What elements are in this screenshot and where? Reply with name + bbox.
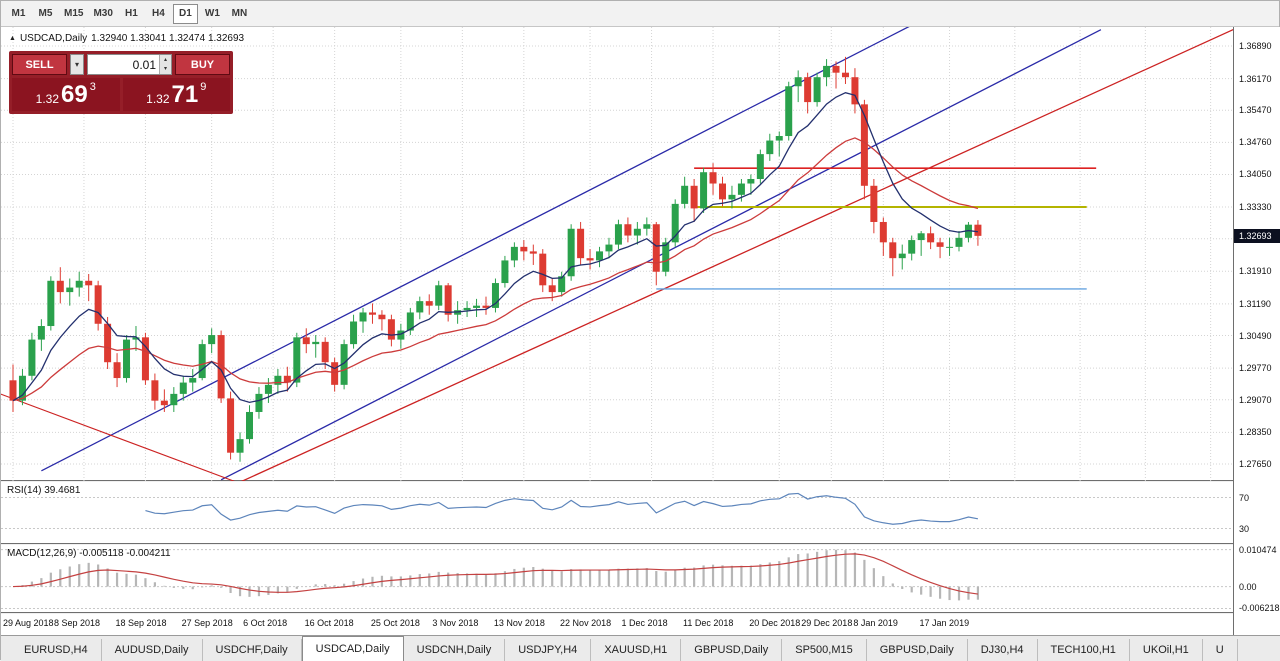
timeframe-button-mn[interactable]: MN [231, 8, 248, 19]
buy-price-main: 71 [171, 80, 199, 108]
sell-button[interactable]: SELL [12, 54, 67, 75]
chart-tab-audusd-daily[interactable]: AUDUSD,Daily [102, 639, 203, 661]
sell-price-display[interactable]: 1.32 69 3 [12, 78, 120, 111]
timeframe-button-m15[interactable]: M15 [64, 8, 84, 19]
price-axis-label: 1.31190 [1239, 298, 1271, 309]
date-axis-label: 22 Nov 2018 [560, 618, 612, 628]
rsi-label: RSI(14) 39.4681 [7, 485, 81, 496]
timeframe-button-m1[interactable]: M1 [11, 8, 26, 19]
date-axis-label: 29 Aug 2018 [3, 618, 54, 628]
chart-tab-usdcad-daily[interactable]: USDCAD,Daily [301, 636, 404, 661]
rsi-axis-label: 70 [1239, 492, 1250, 503]
timeframe-button-d1[interactable]: D1 [172, 3, 198, 24]
date-axis-label: 13 Nov 2018 [493, 618, 545, 628]
volume-stepper: ▴ ▾ [87, 54, 172, 75]
chart-tab-xauusd-h1[interactable]: XAUUSD,H1 [591, 639, 682, 661]
chart-title: ▲ USDCAD,Daily 1.32940 1.33041 1.32474 1… [9, 33, 244, 44]
buy-price-int: 1.32 [146, 92, 170, 106]
date-axis-label: 8 Jan 2019 [853, 618, 898, 628]
volume-spin-buttons: ▴ ▾ [159, 55, 171, 74]
current-price-badge: 1.32693 [1234, 228, 1280, 243]
chart-tab-sp500-m15[interactable]: SP500,M15 [782, 639, 867, 661]
chart-title-symbol: USDCAD,Daily [19, 33, 88, 44]
main-chart-panel[interactable]: ▲ USDCAD,Daily 1.32940 1.33041 1.32474 1… [1, 27, 1233, 481]
chart-tab-ukoil-h1[interactable]: UKOil,H1 [1130, 639, 1203, 661]
macd-axis-label: -0.006218 [1239, 603, 1280, 614]
buy-price-sup: 9 [200, 81, 207, 93]
candlestick-chart-canvas[interactable] [1, 27, 1233, 481]
volume-decrease-button[interactable]: ▾ [159, 64, 171, 74]
timeframe-button-m5[interactable]: M5 [38, 8, 53, 19]
date-axis-label: 20 Dec 2018 [749, 618, 801, 628]
date-axis-label: 1 Dec 2018 [621, 618, 668, 628]
timeframe-button-group: M1 M5 M15 M30 H1 H4 D1 W1 MN [6, 3, 252, 24]
volume-increase-button[interactable]: ▴ [159, 55, 171, 65]
chart-tab-bar: EURUSD,H4 AUDUSD,Daily USDCHF,Daily USDCAD,… [1, 635, 1280, 661]
macd-label: MACD(12,26,9) -0.005118 -0.004211 [7, 548, 171, 559]
price-axis-label: 1.34050 [1239, 169, 1272, 180]
chart-tab-list: EURUSD,H4 AUDUSD,Daily USDCHF,Daily USDCAD,… [11, 636, 1238, 661]
timeframe-toolbar: M1 M5 M15 M30 H1 H4 D1 W1 MN [1, 1, 1279, 27]
date-axis-label: 11 Dec 2018 [683, 618, 734, 628]
macd-canvas [1, 549, 1233, 609]
price-axis-label: 1.33330 [1239, 202, 1272, 213]
chart-title-ohlc: 1.32940 1.33041 1.32474 1.32693 [91, 33, 245, 44]
chart-tab-usdjpy-h4[interactable]: USDJPY,H4 [505, 639, 592, 661]
rsi-indicator-panel[interactable]: RSI(14) 39.4681 [1, 482, 1233, 544]
date-axis-label: 29 Dec 2018 [801, 618, 853, 628]
chart-tab-dj30-h4[interactable]: DJ30,H4 [968, 639, 1038, 661]
chart-tab-u[interactable]: U [1203, 639, 1238, 661]
sell-price-int: 1.32 [35, 92, 60, 106]
price-axis-label: 1.34760 [1239, 137, 1272, 148]
one-click-trading-panel: SELL ▾ ▴ ▾ BUY 1.32 69 3 1.3 [9, 51, 233, 114]
price-axis-label: 1.27650 [1239, 459, 1272, 469]
chart-title-marker-icon: ▲ [9, 35, 16, 42]
price-axis-label: 1.29770 [1239, 363, 1272, 374]
price-axis-label: 1.35470 [1239, 105, 1272, 116]
trade-price-row: 1.32 69 3 1.32 71 9 [12, 78, 230, 111]
date-axis-label: 25 Oct 2018 [370, 618, 420, 628]
price-axis-label: 1.29070 [1239, 394, 1272, 405]
buy-button[interactable]: BUY [175, 54, 230, 75]
price-axis-label: 1.31910 [1239, 266, 1272, 277]
chart-tab-tech100-h1[interactable]: TECH100,H1 [1038, 639, 1130, 661]
price-axis[interactable]: 1.32693 1.36890 1.36170 1.35470 1.34760 1.34… [1233, 27, 1280, 635]
volume-input[interactable] [87, 54, 172, 75]
macd-axis-label: 0.010474 [1239, 544, 1277, 555]
chart-tab-gbpusd-daily[interactable]: GBPUSD,Daily [867, 639, 968, 661]
price-axis-label: 1.30490 [1239, 330, 1272, 341]
timeframe-button-h1[interactable]: H1 [125, 8, 138, 19]
date-axis-label: 18 Sep 2018 [115, 618, 167, 628]
date-axis-label: 3 Nov 2018 [432, 618, 479, 628]
macd-indicator-panel[interactable]: MACD(12,26,9) -0.005118 -0.004211 [1, 545, 1233, 613]
chevron-down-icon: ▾ [74, 60, 79, 69]
chart-tab-eurusd-h4[interactable]: EURUSD,H4 [11, 639, 102, 661]
timeframe-button-m30[interactable]: M30 [93, 8, 113, 19]
date-axis-label: 6 Oct 2018 [243, 618, 288, 628]
chart-tab-gbpusd-daily[interactable]: GBPUSD,Daily [681, 639, 783, 661]
trade-controls-row: SELL ▾ ▴ ▾ BUY [12, 54, 230, 75]
price-axis-label: 1.36170 [1239, 73, 1272, 84]
date-axis[interactable]: 29 Aug 2018 8 Sep 2018 18 Sep 2018 27 Sep 2… [1, 614, 1233, 635]
timeframe-button-w1[interactable]: W1 [204, 8, 220, 19]
buy-price-display[interactable]: 1.32 71 9 [122, 78, 230, 111]
timeframe-button-h4[interactable]: H4 [152, 8, 165, 19]
rsi-axis-label: 30 [1239, 523, 1250, 534]
price-axis-label: 1.36890 [1239, 41, 1272, 51]
volume-dropdown[interactable]: ▾ [70, 54, 84, 75]
chart-tab-usdchf-daily[interactable]: USDCHF,Daily [203, 639, 302, 661]
date-axis-label: 27 Sep 2018 [181, 618, 233, 628]
price-axis-label: 1.28350 [1239, 427, 1272, 438]
rsi-canvas [1, 492, 1233, 529]
chart-tab-usdcnh-daily[interactable]: USDCNH,Daily [404, 639, 506, 661]
date-axis-label: 8 Sep 2018 [53, 618, 100, 628]
date-axis-label: 16 Oct 2018 [304, 618, 354, 628]
macd-axis-label: 0.00 [1239, 581, 1257, 592]
date-axis-label: 17 Jan 2019 [919, 618, 970, 628]
sell-price-main: 69 [61, 80, 88, 108]
sell-price-sup: 3 [89, 81, 96, 93]
